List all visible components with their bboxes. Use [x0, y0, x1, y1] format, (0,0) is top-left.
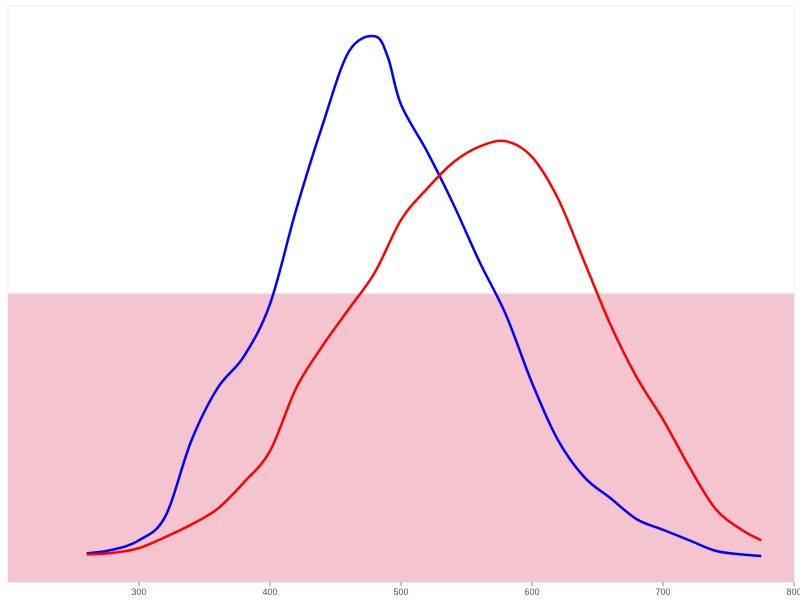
x-tick-label: 400 — [262, 587, 277, 597]
x-tick-label: 800 — [786, 587, 800, 597]
x-tick-label: 700 — [655, 587, 670, 597]
x-axis: 300 400 500 600 700 800 — [131, 582, 800, 597]
x-tick-label: 600 — [524, 587, 539, 597]
x-tick-label: 500 — [393, 587, 408, 597]
x-tick-label: 300 — [131, 587, 146, 597]
shaded-band — [8, 293, 794, 582]
series-layer — [86, 34, 762, 558]
series-line-1 — [86, 139, 762, 556]
series-line-0 — [86, 34, 762, 558]
